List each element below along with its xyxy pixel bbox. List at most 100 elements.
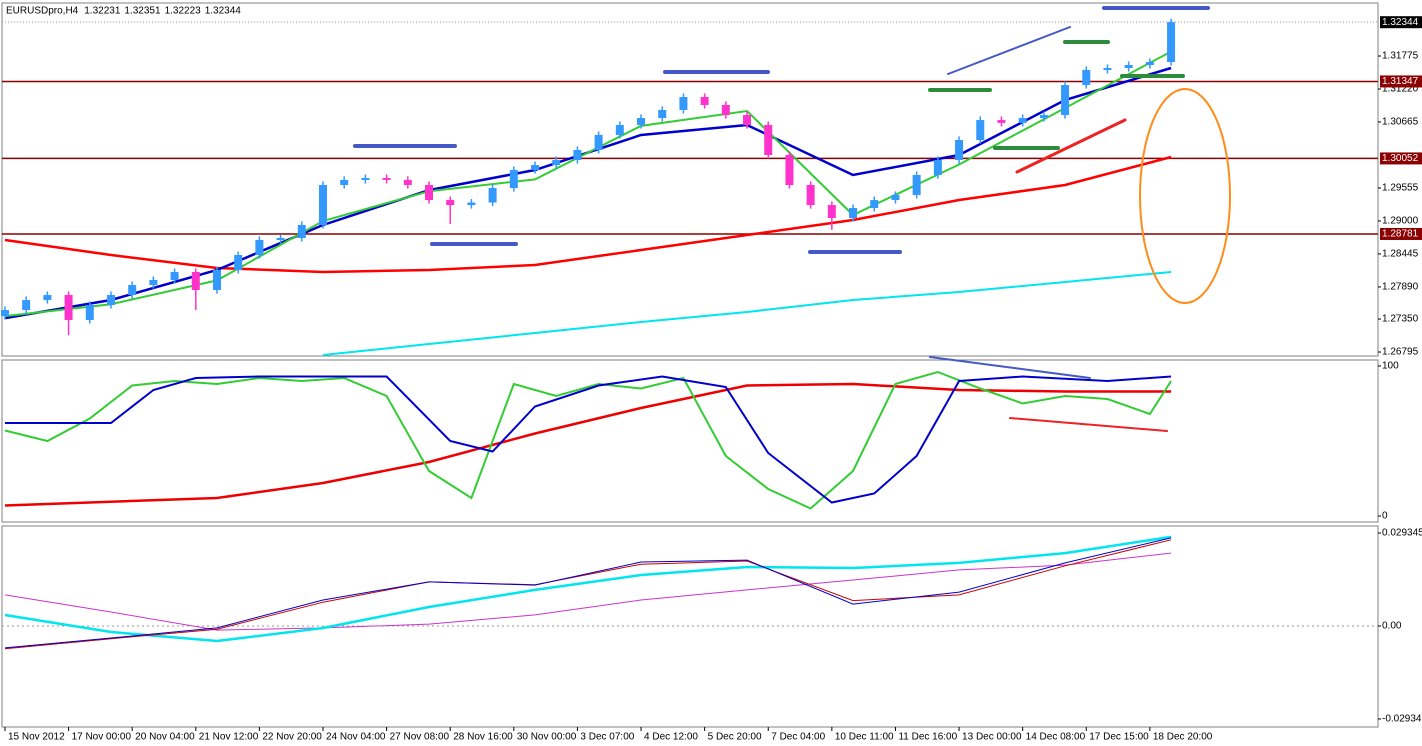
- last-price-label: 1.32344: [1382, 17, 1419, 28]
- candle-body: [425, 184, 434, 201]
- candle-body: [297, 224, 306, 239]
- candle-body: [933, 160, 942, 176]
- x-tick-label: 14 Dec 08:00: [1026, 732, 1086, 743]
- level-label: 1.30052: [1382, 153, 1419, 164]
- indicator-line: [4, 535, 1172, 643]
- y-tick-label: 0.029345: [1382, 528, 1422, 539]
- trend-line: [1015, 118, 1127, 174]
- candle-body: [509, 170, 518, 189]
- candle-body: [318, 184, 327, 225]
- candle-body: [615, 125, 624, 136]
- candle-body: [1039, 115, 1048, 119]
- x-tick-label: 20 Nov 04:00: [135, 732, 195, 743]
- indicator-line: [4, 155, 1172, 274]
- candle-body: [679, 97, 688, 110]
- oscillator-panel: [1, 359, 1379, 523]
- candle-body: [488, 188, 497, 203]
- level-label: 1.28781: [1382, 229, 1419, 240]
- candle-body: [891, 194, 900, 201]
- indicator-line: [4, 370, 1172, 510]
- y-tick-label: 1.27350: [1382, 314, 1419, 325]
- candle-body: [976, 120, 985, 141]
- indicator-line: [5, 375, 1172, 504]
- candle-body: [43, 295, 52, 301]
- x-tick-label: 7 Dec 04:00: [771, 732, 825, 743]
- candle-body: [1103, 68, 1112, 70]
- x-tick-label: 3 Dec 07:00: [580, 732, 634, 743]
- y-tick-label: 100: [1382, 361, 1399, 372]
- candle-body: [849, 208, 858, 218]
- indicator-line: [4, 552, 1172, 631]
- y-tick-label: 1.26795: [1382, 347, 1419, 358]
- ohlc-value: 1.32351: [124, 6, 161, 17]
- candle-body: [531, 165, 540, 171]
- x-tick-label: 17 Nov 00:00: [72, 732, 132, 743]
- candle-body: [552, 160, 561, 166]
- candle-body: [1082, 69, 1091, 86]
- candle-body: [0, 309, 9, 317]
- x-tick-label: 18 Dec 20:00: [1153, 732, 1213, 743]
- candle-body: [700, 97, 709, 105]
- highlight-ellipse: [1139, 88, 1231, 304]
- candle-body: [637, 118, 646, 126]
- candle-body: [743, 115, 752, 126]
- candle-body: [573, 149, 582, 161]
- candle-body: [255, 239, 264, 256]
- y-tick-label: 1.28445: [1382, 249, 1419, 260]
- candle-body: [955, 140, 964, 161]
- candle-body: [106, 295, 115, 306]
- candle-body: [467, 202, 476, 206]
- ohlc-value: 1.32344: [205, 6, 242, 17]
- last-price-tag: [1380, 16, 1422, 29]
- candle-body: [85, 305, 94, 320]
- candle-body: [1145, 62, 1154, 65]
- level-label: 1.31347: [1382, 76, 1419, 87]
- candle-body: [403, 179, 412, 185]
- candle-body: [1018, 118, 1027, 123]
- candle-body: [594, 135, 603, 150]
- x-tick-label: 21 Nov 12:00: [199, 732, 259, 743]
- candle-body: [234, 255, 243, 270]
- indicator-line: [4, 382, 1172, 507]
- candle-body: [149, 279, 158, 286]
- annotations: [353, 6, 1231, 432]
- divergence-line: [1009, 417, 1168, 432]
- candle-body: [912, 175, 921, 195]
- x-tick-label: 10 Dec 11:00: [835, 732, 894, 743]
- level-tag: [1380, 152, 1422, 165]
- candle-body: [382, 177, 391, 180]
- ohlc-value: 1.32223: [165, 6, 202, 17]
- candle-body: [721, 104, 730, 116]
- x-tick-label: 15 Nov 2012: [8, 732, 65, 743]
- divergence-line: [929, 356, 1091, 379]
- candle-body: [764, 125, 773, 155]
- candle-body: [1061, 85, 1070, 116]
- candle-body: [340, 180, 349, 185]
- x-tick-label: 13 Dec 00:00: [962, 732, 1022, 743]
- x-tick-label: 11 Dec 16:00: [898, 732, 957, 743]
- y-tick-label: 1.31220: [1382, 84, 1419, 95]
- candle-body: [997, 120, 1006, 123]
- indicator-line: [322, 271, 1172, 356]
- y-tick-label: 1.29555: [1382, 183, 1419, 194]
- y-tick-label: 1.30665: [1382, 117, 1419, 128]
- y-tick-label: 1.27890: [1382, 282, 1419, 293]
- candle-body: [785, 154, 794, 185]
- price-panel: [1, 2, 1379, 357]
- candle-body: [128, 285, 137, 296]
- candle-body: [64, 295, 73, 320]
- candle-body: [276, 238, 285, 240]
- x-tick-label: 4 Dec 12:00: [644, 732, 698, 743]
- candle-body: [22, 300, 31, 310]
- x-tick-label: 28 Nov 16:00: [453, 732, 513, 743]
- indicator-line: [4, 537, 1172, 649]
- candle-body: [361, 177, 370, 181]
- y-tick-label: 0.00: [1382, 621, 1402, 632]
- candle-body: [1167, 22, 1176, 63]
- y-tick-label: -0.02934: [1382, 714, 1422, 725]
- trend-line: [947, 26, 1071, 75]
- symbol-label: EURUSDpro,H4: [6, 6, 79, 17]
- x-tick-label: 17 Dec 15:00: [1089, 732, 1149, 743]
